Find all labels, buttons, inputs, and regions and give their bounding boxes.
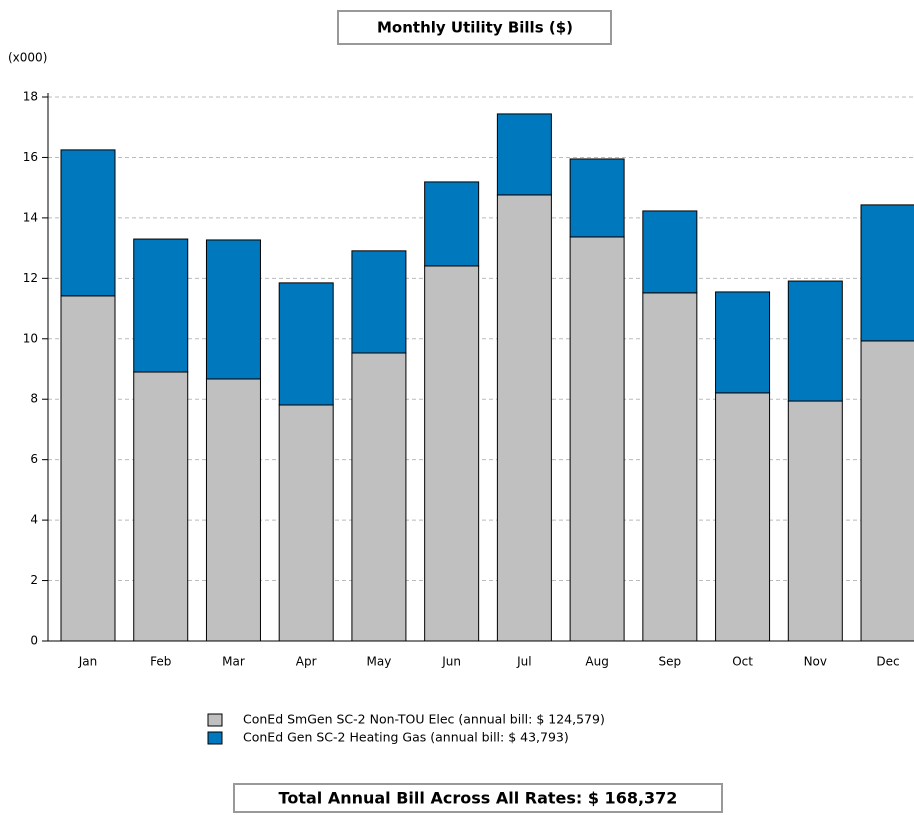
bar-segment [715, 291, 771, 394]
y-tick-label: 18 [23, 90, 38, 104]
bar-segment [351, 250, 407, 354]
x-tick-label: Feb [150, 655, 171, 669]
bar-segment [424, 265, 480, 642]
legend-swatch [207, 731, 223, 745]
x-tick-label: Dec [876, 655, 899, 669]
y-tick-label: 6 [30, 452, 38, 466]
x-tick-label: Jul [516, 655, 531, 669]
y-tick-label: 14 [23, 210, 38, 224]
bar-segment [424, 181, 480, 267]
bar-segment [205, 239, 261, 380]
bar-segment [569, 158, 625, 238]
legend-label: ConEd Gen SC-2 Heating Gas (annual bill:… [243, 730, 569, 745]
bar-segment [642, 292, 698, 642]
total-annotation: Total Annual Bill Across All Rates: $ 16… [279, 789, 678, 808]
title-box [337, 10, 612, 45]
legend-swatch [207, 713, 223, 727]
bar-segment [496, 194, 552, 642]
y-tick-label: 12 [23, 271, 38, 285]
x-tick-label: Jan [78, 655, 98, 669]
bar-segment [715, 392, 771, 642]
bar-segment [496, 113, 552, 196]
chart-title: Monthly Utility Bills ($) [377, 19, 573, 37]
y-tick-label: 10 [23, 331, 38, 345]
y-tick-label: 4 [30, 513, 38, 527]
x-tick-label: May [367, 655, 392, 669]
x-tick-label: Apr [296, 655, 317, 669]
bar-segment [569, 236, 625, 642]
legend-label: ConEd SmGen SC-2 Non-TOU Elec (annual bi… [243, 712, 605, 727]
bar-segment [860, 204, 914, 342]
x-tick-label: Mar [222, 655, 245, 669]
y-tick-label: 0 [30, 634, 38, 648]
y-tick-label: 8 [30, 392, 38, 406]
y-unit-label: (x000) [8, 51, 47, 65]
bar-segment [60, 295, 116, 642]
bar-segment [860, 340, 914, 642]
bar-segment [205, 378, 261, 642]
bar-segment [278, 404, 334, 642]
y-tick-label: 2 [30, 573, 38, 587]
bar-segment [787, 400, 843, 642]
bar-segment [133, 238, 189, 373]
bar-segment [787, 280, 843, 402]
bar-segment [351, 352, 407, 642]
bar-segment [133, 371, 189, 642]
bar-segment [60, 149, 116, 297]
total-box [233, 783, 723, 813]
x-tick-label: Oct [732, 655, 753, 669]
x-tick-label: Jun [441, 655, 461, 669]
bar-segment [278, 282, 334, 406]
x-tick-label: Nov [804, 655, 827, 669]
x-tick-label: Sep [659, 655, 682, 669]
y-tick-label: 16 [23, 150, 38, 164]
x-tick-label: Aug [585, 655, 608, 669]
bar-segment [642, 210, 698, 294]
